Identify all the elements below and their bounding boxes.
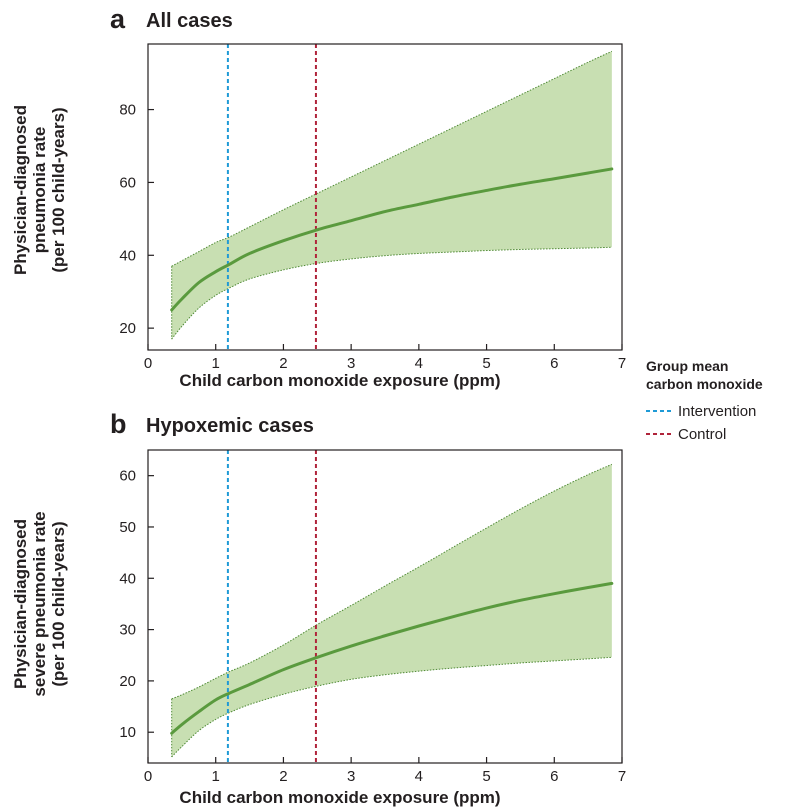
panel-a-y-axis-title-line2: pneumonia rate	[30, 127, 49, 254]
panel-b-estimate-line	[170, 581, 614, 735]
panel-b-plot-frame	[147, 449, 623, 764]
panel-b-x-axis-title: Child carbon monoxide exposure (ppm)	[179, 788, 500, 807]
panel-b-y-axis-title-line1: Physician-diagnosed	[11, 519, 30, 689]
panel-b-x-tick-label: 7	[618, 768, 626, 785]
panel-a-y-tick-label: 20	[119, 320, 136, 337]
panel-b-y-tick-label: 50	[119, 519, 136, 536]
panel-b-x-tick-label: 0	[144, 768, 152, 785]
panel-b-y-tick-label: 60	[119, 468, 136, 485]
panel-b-y-tick-label: 40	[119, 570, 136, 587]
panel-a-y-tick-label: 80	[119, 102, 136, 119]
panel-b-y-tick-label: 20	[119, 673, 136, 690]
legend-title-line2: carbon monoxide	[646, 376, 763, 392]
panel-b-confidence-band	[171, 464, 612, 757]
panel-a-x-tick-label: 6	[550, 355, 558, 372]
panel-b-x-tick-label: 6	[550, 768, 558, 785]
panel-b-y-axis-title: Physician-diagnosed severe pneumonia rat…	[11, 511, 68, 696]
panel-a-y-axis-title-line3: (per 100 child-years)	[49, 107, 68, 272]
panel-b-x-tick-label: 2	[279, 768, 287, 785]
panel-b-letter: b	[110, 409, 127, 439]
panel-a-x-tick-label: 7	[618, 355, 626, 372]
panel-a-x-tick-label: 4	[415, 355, 423, 372]
panel-b-title: Hypoxemic cases	[146, 415, 314, 437]
panel-a-confidence-band	[171, 51, 612, 340]
panel-b-y-tick-label: 10	[119, 724, 136, 741]
panel-b-upper-bound-line	[171, 463, 613, 700]
panel-b-lower-bound-line	[171, 656, 612, 758]
panel-a-title: All cases	[146, 10, 233, 32]
panel-a-y-tick-label: 60	[119, 174, 136, 191]
panel-a-x-tick-label: 1	[212, 355, 220, 372]
panel-a-x-tick-label: 5	[482, 355, 490, 372]
panel-b-y-axis-title-line2: severe pneumonia rate	[30, 511, 49, 696]
panel-b-x-tick-label: 4	[415, 768, 423, 785]
panel-b-chart: b Hypoxemic cases 0 1 2 3 4 5 6 7 10 20 30 40 50 60 C…	[11, 409, 626, 807]
panel-a-upper-bound-line	[171, 50, 613, 267]
panel-a-plot-frame	[147, 43, 623, 351]
legend: Group mean carbon monoxide Intervention …	[646, 358, 763, 443]
panel-a-y-axis-title: Physician-diagnosed pneumonia rate (per …	[11, 105, 68, 275]
panel-a-estimate-line	[170, 167, 614, 312]
panel-a-y-tick-label: 40	[119, 247, 136, 264]
legend-intervention-label: Intervention	[678, 403, 756, 420]
panel-b-x-tick-label: 3	[347, 768, 355, 785]
legend-control-label: Control	[678, 426, 726, 443]
panel-a-letter: a	[110, 4, 126, 34]
panel-b-y-axis-title-line3: (per 100 child-years)	[49, 521, 68, 686]
panel-a-x-axis-title: Child carbon monoxide exposure (ppm)	[179, 371, 500, 390]
panel-a-x-tick-label: 3	[347, 355, 355, 372]
panel-b-x-tick-label: 5	[482, 768, 490, 785]
panel-b-y-tick-label: 30	[119, 622, 136, 639]
panel-a-y-axis-title-line1: Physician-diagnosed	[11, 105, 30, 275]
panel-a-x-tick-label: 2	[279, 355, 287, 372]
panel-b-x-tick-label: 1	[212, 768, 220, 785]
legend-title-line1: Group mean	[646, 358, 728, 374]
panel-a-x-tick-label: 0	[144, 355, 152, 372]
panel-a-chart: a All cases 0 1 2 3 4 5 6 7 20 40 60 80 Child carbo…	[11, 4, 626, 390]
